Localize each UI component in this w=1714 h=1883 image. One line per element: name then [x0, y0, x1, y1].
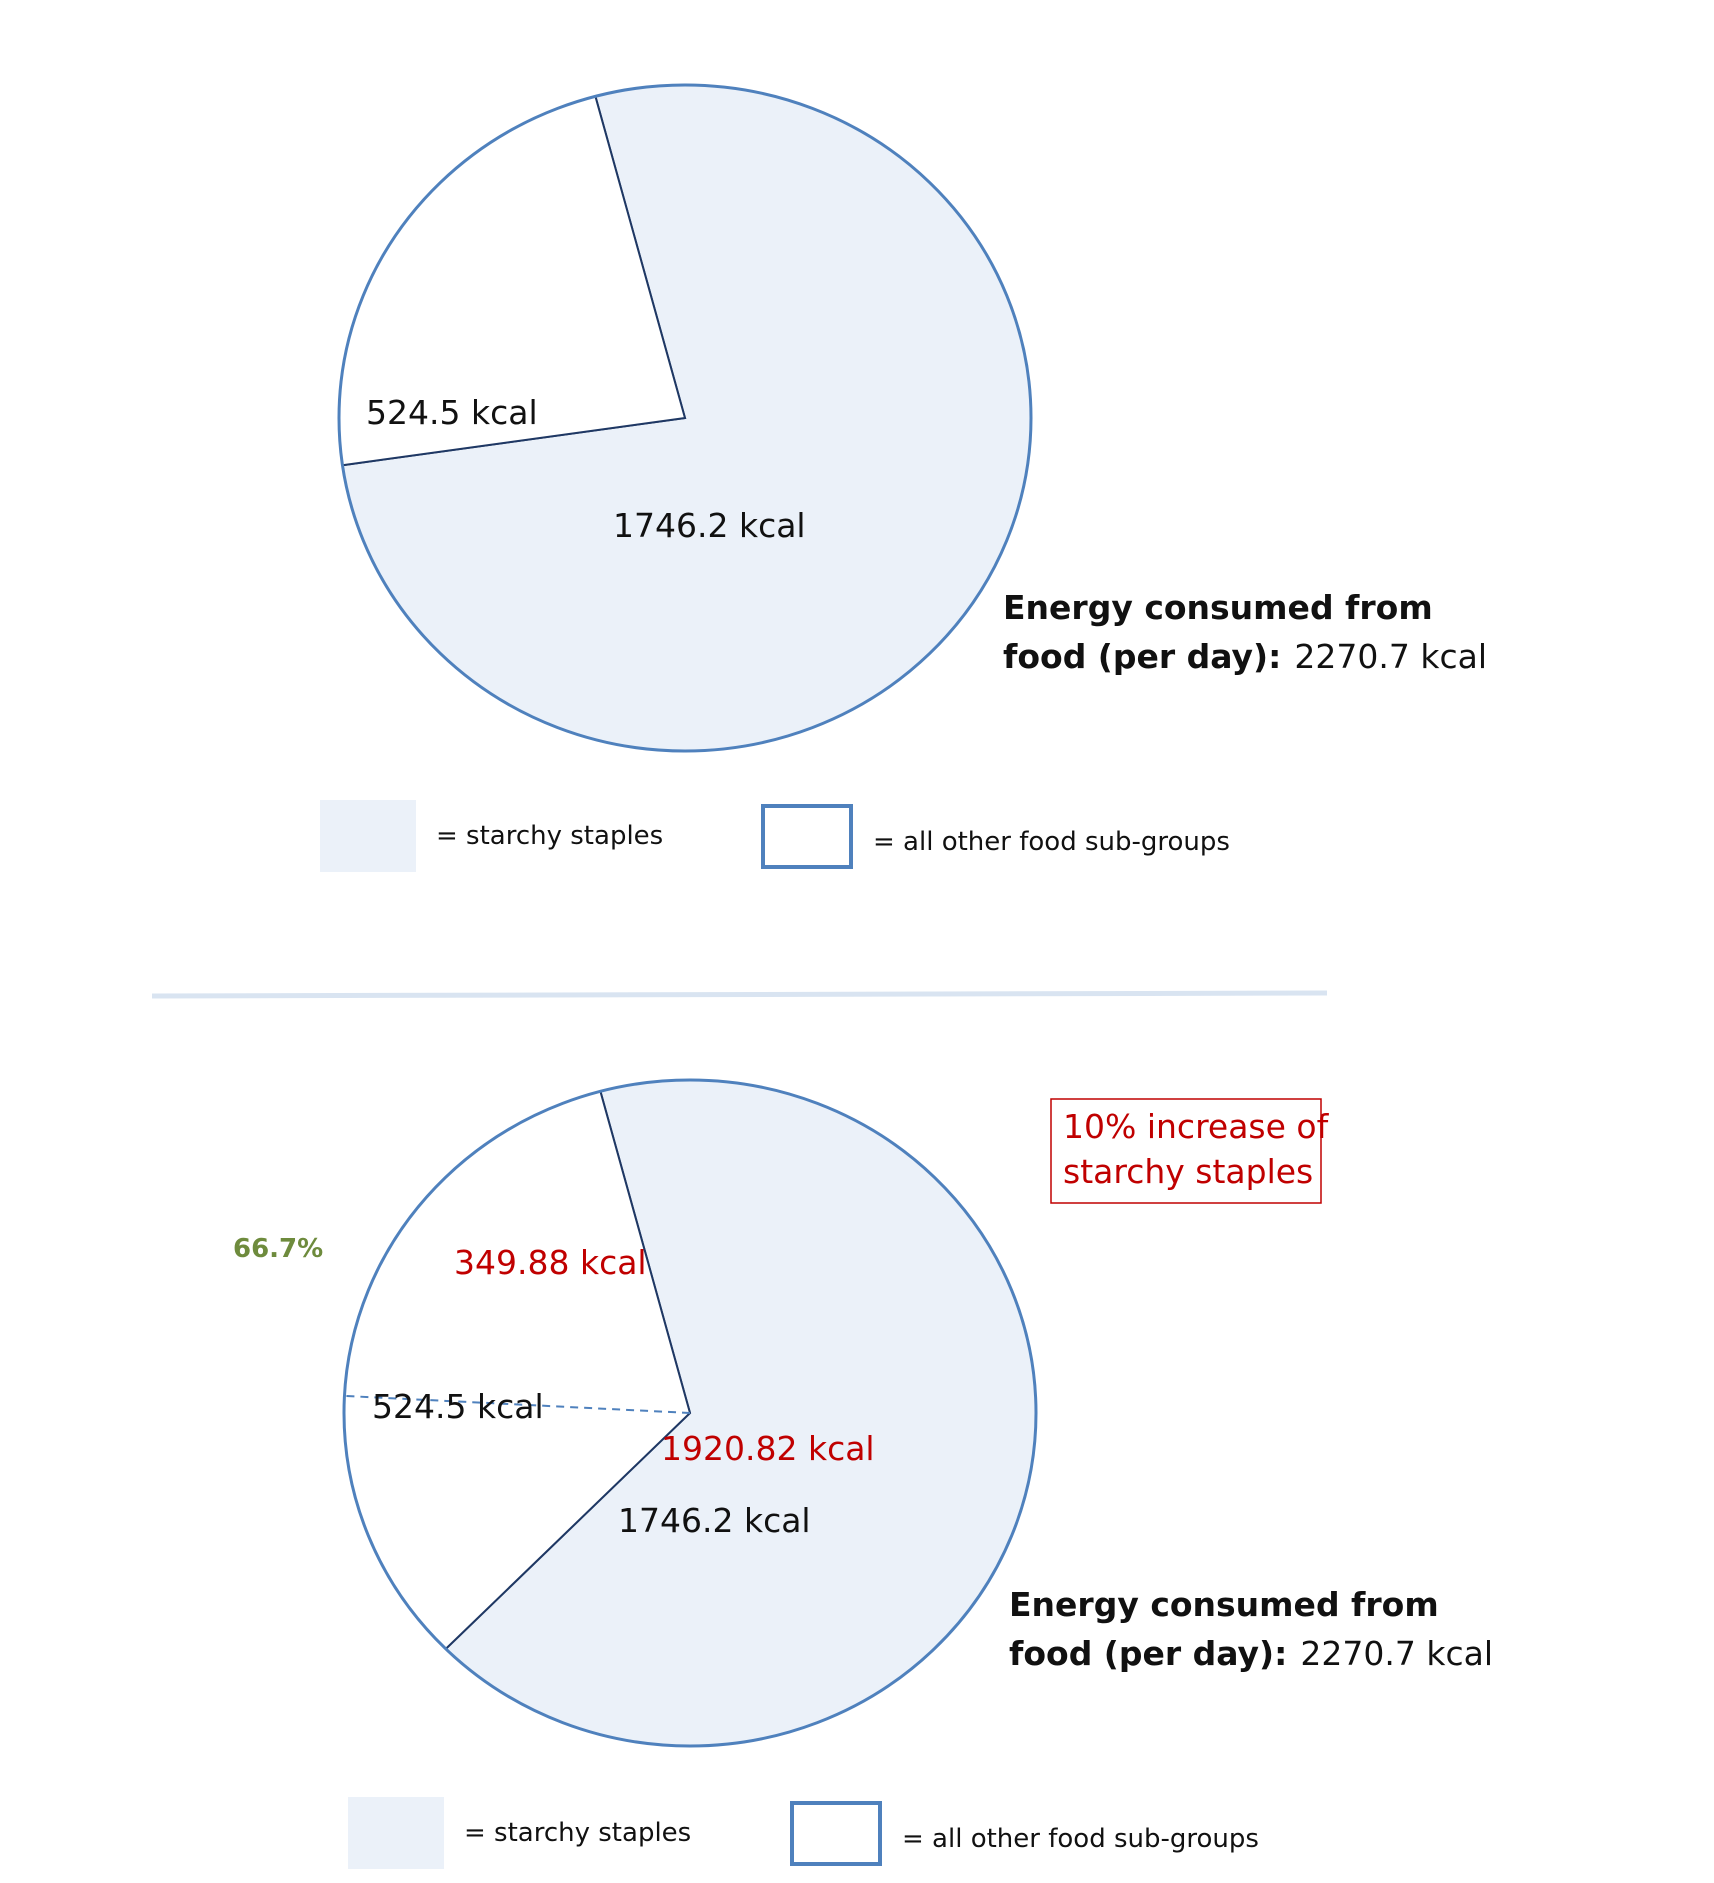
summary-line2: food (per day): 2270.7 kcal — [1003, 637, 1487, 676]
slice-label-other: 524.5 kcal — [372, 1387, 544, 1426]
note-box-frame — [1050, 1098, 1322, 1204]
legend-label-starchy: = starchy staples — [436, 821, 663, 851]
summary-value: 2270.7 kcal — [1294, 637, 1487, 676]
pie-chart-1: 524.5 kcal 1746.2 kcal Energy consumed f… — [320, 83, 1487, 872]
note-line1: 10% increase of — [1063, 1107, 1330, 1146]
pie-outline — [342, 1078, 1038, 1748]
legend-label-starchy: = starchy staples — [464, 1818, 691, 1848]
annotation-percent: 66.7% — [233, 1234, 323, 1264]
legend: = starchy staples = all other food sub-g… — [348, 1797, 1259, 1869]
legend-label-other: = all other food sub-groups — [873, 827, 1230, 857]
pie-outline — [337, 83, 1033, 753]
legend-swatch-starchy — [348, 1797, 444, 1869]
note-line2: starchy staples — [1063, 1152, 1313, 1191]
summary-label-line1: Energy consumed from — [1009, 1585, 1439, 1624]
summary-label-line2: food (per day): — [1009, 1634, 1287, 1673]
legend: = starchy staples = all other food sub-g… — [320, 800, 1230, 872]
slice-label-increase: 349.88 kcal — [454, 1243, 647, 1282]
annotation-increased-starchy: 1920.82 kcal — [661, 1429, 875, 1468]
slice-label-other: 524.5 kcal — [366, 393, 538, 432]
note-box: 10% increase of starchy staples — [1050, 1098, 1330, 1204]
pie-chart-2: 349.88 kcal 524.5 kcal 1920.82 kcal 1746… — [233, 1078, 1493, 1869]
legend-swatch-other — [790, 1801, 882, 1866]
summary-line2: food (per day): 2270.7 kcal — [1009, 1634, 1493, 1673]
divider — [151, 990, 1328, 999]
summary-label-line1: Energy consumed from — [1003, 588, 1433, 627]
increase-divider-line — [344, 1394, 691, 1414]
legend-label-other: = all other food sub-groups — [902, 1824, 1259, 1854]
slice-label-starchy: 1746.2 kcal — [613, 506, 806, 545]
legend-swatch-other — [761, 804, 853, 869]
legend-swatch-starchy — [320, 800, 416, 872]
summary-value: 2270.7 kcal — [1300, 1634, 1493, 1673]
summary-label-line2: food (per day): — [1003, 637, 1281, 676]
slice-label-starchy: 1746.2 kcal — [618, 1501, 811, 1540]
